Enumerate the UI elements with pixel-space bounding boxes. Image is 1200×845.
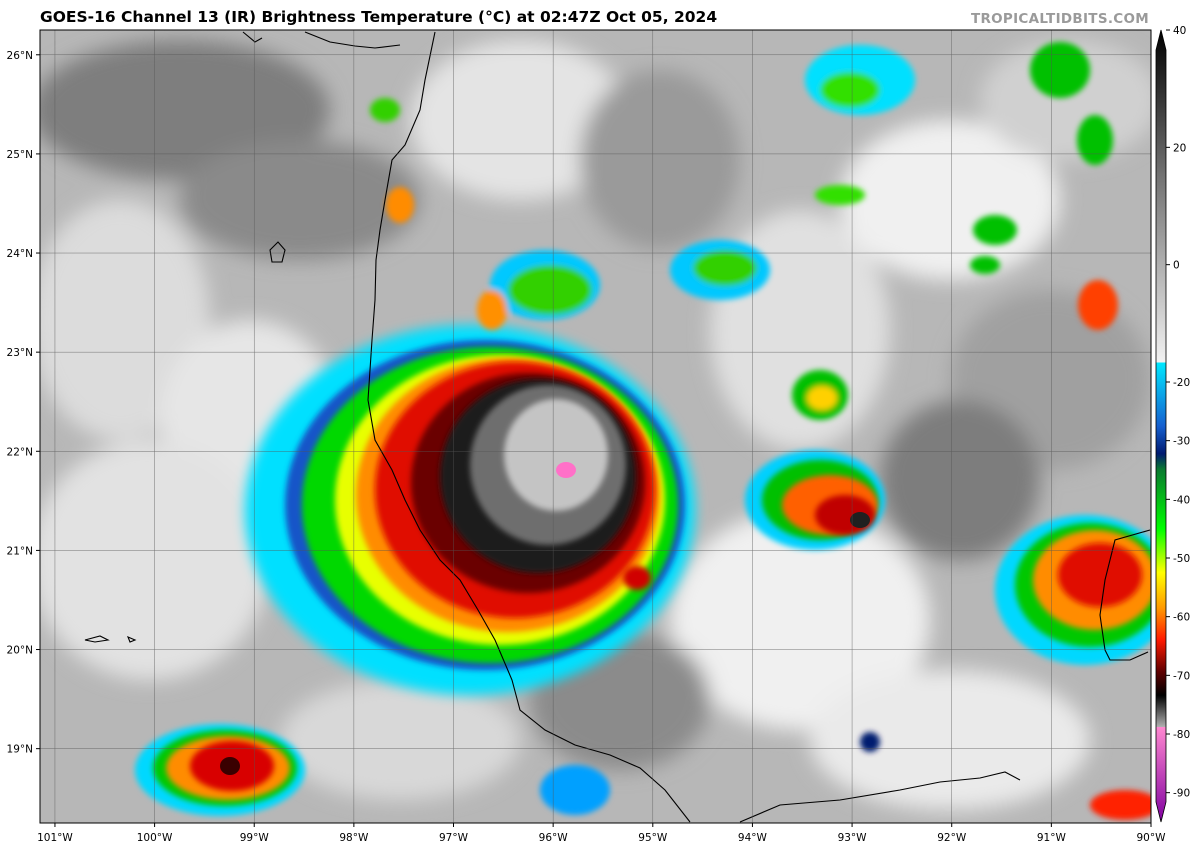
background-cloud-texture xyxy=(40,40,1151,810)
colorbar-tick-label: -30 xyxy=(1173,436,1190,448)
lon-tick-label: 94°W xyxy=(738,832,768,844)
lon-tick-label: 100°W xyxy=(137,832,173,844)
lon-tick-label: 98°W xyxy=(339,832,369,844)
southwest-storm-cell xyxy=(135,724,305,816)
colorbar-tick-label: 20 xyxy=(1173,142,1186,154)
lat-tick-label: 19°N xyxy=(7,744,33,756)
main-convective-system xyxy=(245,325,695,695)
colorbar-tick-label: -80 xyxy=(1173,729,1190,741)
lon-tick-label: 97°W xyxy=(439,832,469,844)
lat-tick-label: 21°N xyxy=(7,545,33,557)
map-frame xyxy=(39,29,1152,824)
colorbar-tick-label: 0 xyxy=(1173,260,1180,272)
lat-tick-label: 23°N xyxy=(7,347,33,359)
colorbar-tick-label: -40 xyxy=(1173,494,1190,506)
longitude-labels: 101°W 100°W 99°W 98°W 97°W 96°W 95°W 94°W 93°W 92… xyxy=(37,832,1166,844)
axis-ticks xyxy=(36,54,1152,827)
colorbar-tick-label: -90 xyxy=(1173,788,1190,800)
yucatan-storm-cell xyxy=(995,515,1151,665)
lon-tick-label: 90°W xyxy=(1137,832,1167,844)
colorbar: 40 20 0 -20 -30 -40 -50 -60 -70 -80 -90 xyxy=(1155,25,1190,823)
lat-tick-label: 22°N xyxy=(7,446,33,458)
colorbar-scale xyxy=(1155,29,1167,823)
lat-tick-label: 25°N xyxy=(7,149,33,161)
central-gulf-storm-cell xyxy=(745,450,885,550)
colorbar-tick-label: -70 xyxy=(1173,670,1190,682)
colorbar-labels: 40 20 0 -20 -30 -40 -50 -60 -70 -80 -90 xyxy=(1166,25,1190,800)
lon-tick-label: 92°W xyxy=(937,832,967,844)
lat-tick-label: 20°N xyxy=(7,645,33,657)
coastline xyxy=(84,31,1151,823)
colorbar-tick-label: -50 xyxy=(1173,553,1190,565)
source-credit[interactable]: TROPICALTIDBITS.COM xyxy=(970,11,1149,27)
scattered-small-cells xyxy=(370,42,1151,820)
map-title: GOES-16 Channel 13 (IR) Brightness Tempe… xyxy=(40,8,718,26)
colorbar-tick-label: 40 xyxy=(1173,25,1186,37)
graticule xyxy=(40,30,1151,823)
lat-tick-label: 24°N xyxy=(7,248,33,260)
lon-tick-label: 99°W xyxy=(240,832,270,844)
colorbar-tick-label: -20 xyxy=(1173,377,1190,389)
lon-tick-label: 96°W xyxy=(539,832,569,844)
lon-tick-label: 101°W xyxy=(37,832,73,844)
lat-tick-label: 26°N xyxy=(7,50,33,62)
imagery-layer xyxy=(40,30,1151,823)
latitude-labels: 19°N 20°N 21°N 22°N 23°N 24°N 25°N 26°N xyxy=(7,50,33,756)
lon-tick-label: 91°W xyxy=(1037,832,1067,844)
lon-tick-label: 95°W xyxy=(638,832,668,844)
colorbar-tick-label: -60 xyxy=(1173,612,1190,624)
lon-tick-label: 93°W xyxy=(838,832,868,844)
